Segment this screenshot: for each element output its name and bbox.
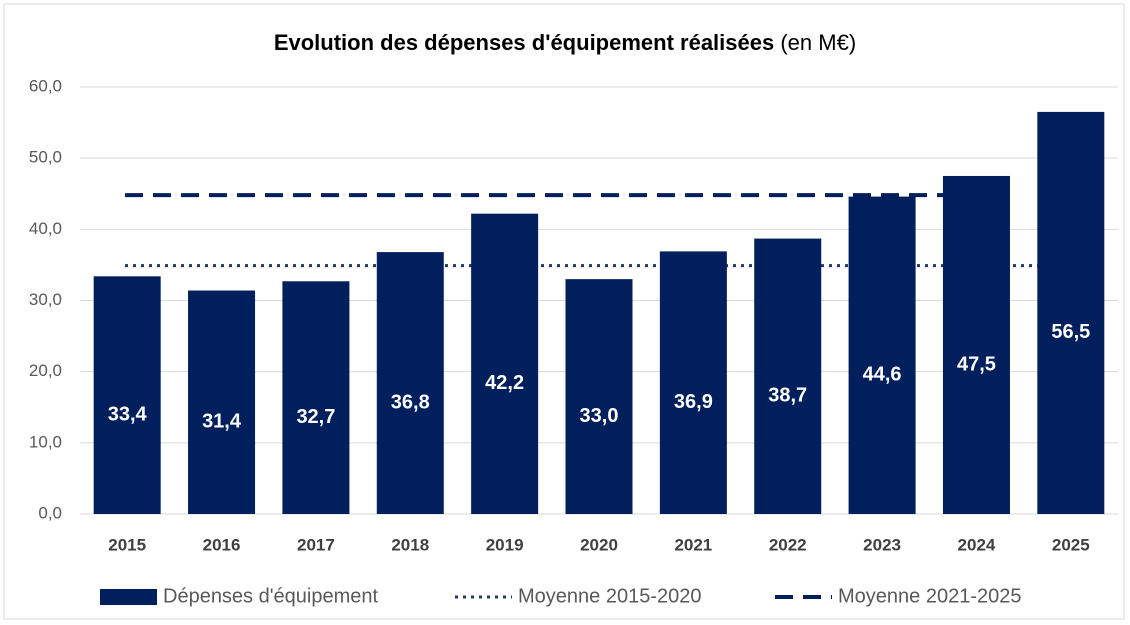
y-tick-label: 10,0 (29, 432, 62, 451)
bar (282, 281, 350, 514)
x-tick-label: 2015 (108, 535, 146, 554)
bar (93, 276, 161, 514)
bar (754, 238, 822, 514)
y-tick-label: 50,0 (29, 148, 62, 167)
x-tick-label: 2021 (674, 535, 712, 554)
value-label: 36,9 (674, 391, 713, 413)
x-tick-label: 2017 (297, 535, 335, 554)
value-label: 44,6 (863, 364, 902, 386)
bar (565, 279, 633, 514)
value-label: 33,0 (580, 405, 619, 427)
x-tick-label: 2020 (580, 535, 618, 554)
x-tick-label: 2016 (203, 535, 241, 554)
title-main: Evolution des dépenses d'équipement réal… (274, 30, 774, 55)
y-tick-label: 20,0 (29, 361, 62, 380)
bar (942, 175, 1010, 515)
bar (1037, 111, 1105, 515)
y-tick-label: 40,0 (29, 219, 62, 238)
bar (471, 213, 539, 514)
value-label: 38,7 (768, 385, 807, 407)
value-label: 31,4 (202, 411, 242, 433)
value-label: 32,7 (296, 406, 335, 428)
value-label: 33,4 (108, 403, 148, 425)
y-tick-label: 60,0 (29, 76, 62, 95)
legend-label: Moyenne 2021-2025 (838, 585, 1021, 607)
x-tick-label: 2024 (958, 535, 996, 554)
value-label: 42,2 (485, 372, 524, 394)
y-tick-label: 0,0 (38, 503, 62, 522)
bar (848, 196, 916, 514)
bar (376, 252, 444, 514)
x-tick-label: 2022 (769, 535, 807, 554)
bar (188, 290, 256, 514)
bar (659, 251, 727, 514)
legend-label: Dépenses d'équipement (163, 585, 379, 607)
x-tick-label: 2025 (1052, 535, 1090, 554)
value-label: 47,5 (957, 353, 996, 375)
value-label: 56,5 (1051, 321, 1090, 343)
y-tick-label: 30,0 (29, 290, 62, 309)
chart-title: Evolution des dépenses d'équipement réal… (274, 30, 856, 55)
x-tick-label: 2019 (486, 535, 524, 554)
value-label: 36,8 (391, 391, 430, 413)
x-tick-label: 2018 (391, 535, 429, 554)
x-tick-label: 2023 (863, 535, 901, 554)
title-unit: (en M€) (780, 30, 856, 55)
legend-swatch (100, 589, 157, 605)
legend-label: Moyenne 2015-2020 (518, 585, 701, 607)
